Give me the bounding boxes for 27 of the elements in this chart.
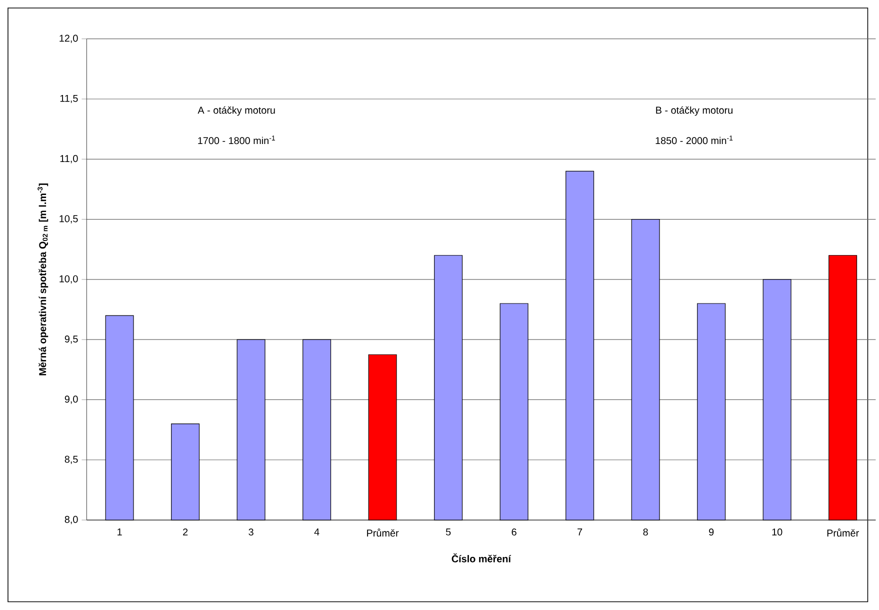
x-tick-label: Průměr	[827, 528, 859, 537]
x-tick-label: 7	[578, 528, 582, 536]
y-tick-label: 9,5	[64, 336, 78, 344]
x-tick-label: 8	[643, 528, 648, 536]
annotation: A - otáčky motoru	[198, 106, 275, 116]
y-tick-label: 10,0	[60, 275, 78, 284]
x-tick-label: 3	[248, 528, 254, 536]
x-tick-label: Průměr	[367, 528, 399, 537]
y-tick-label: 8,0	[64, 516, 78, 524]
y-tick-label: 10,5	[60, 215, 78, 224]
x-tick-label: 2	[183, 528, 188, 536]
annotation: B - otáčky motoru	[656, 106, 732, 116]
x-axis-title: Číslo měření	[452, 553, 512, 562]
x-tick-label: 6	[512, 528, 516, 536]
y-tick-label: 11,5	[60, 95, 78, 104]
annotation: 1850 - 2000 min$^{-1}$	[656, 136, 733, 144]
y-axis-title: Měrná operativní spotřeba Q$_{02 m}$ [m l.m$^{-3}$]	[38, 184, 48, 376]
x-tick-label: 4	[314, 528, 320, 536]
y-tick-label: 11,0	[60, 155, 78, 164]
y-tick-label: 12,0	[60, 34, 78, 44]
y-tick-label: 9,0	[64, 396, 78, 404]
y-tick-label: 8,5	[64, 456, 78, 464]
x-tick-label: 5	[446, 528, 451, 536]
x-tick-label: 1	[118, 528, 122, 536]
x-tick-label: 9	[709, 528, 714, 536]
x-tick-label: 10	[772, 528, 782, 536]
annotation: 1700 - 1800 min$^{-1}$	[198, 136, 275, 144]
